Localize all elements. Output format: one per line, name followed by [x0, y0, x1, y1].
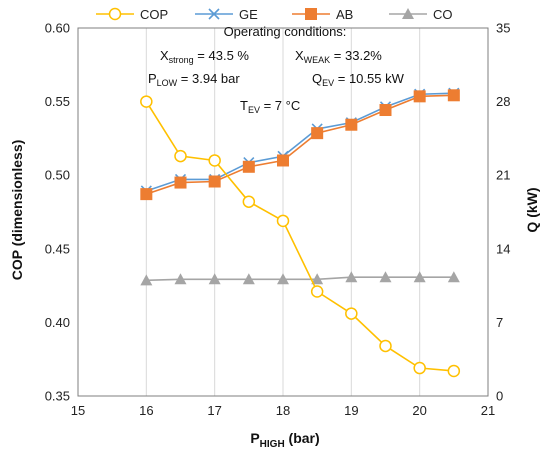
- series-co-point: [242, 273, 255, 285]
- legend-cop-label: COP: [140, 7, 168, 22]
- series-ge-line: [146, 92, 454, 192]
- tev-annotation: TEV = 7 °C: [240, 98, 300, 115]
- legend-ge-label: GE: [239, 7, 258, 22]
- legend: COP GE AB CO: [96, 7, 453, 22]
- series-co-point: [413, 271, 426, 283]
- series-co: [140, 271, 460, 286]
- legend-item-cop: COP: [96, 7, 168, 22]
- operating-conditions-title: Operating conditions:: [224, 24, 347, 39]
- legend-item-ge: GE: [195, 7, 258, 22]
- series-co-point: [311, 273, 324, 285]
- series-layer: [140, 87, 461, 378]
- y-left-tick-label: 0.40: [45, 315, 70, 330]
- plot-area-border: [77, 27, 489, 397]
- y-left-tick-label: 0.60: [45, 21, 70, 36]
- series-cop-point: [276, 214, 290, 228]
- qev-annotation: QEV = 10.55 kW: [312, 71, 405, 88]
- plow-annotation: PLOW = 3.94 bar: [148, 71, 240, 88]
- grid-layer: [145, 28, 421, 396]
- series-ab-point: [447, 89, 460, 102]
- series-cop-point: [379, 339, 392, 353]
- series-co-line: [146, 276, 454, 282]
- y-right-tick-label: 7: [496, 315, 503, 330]
- series-cop-point: [208, 154, 221, 167]
- series-cop-point: [140, 95, 153, 108]
- y-right-tick-label: 0: [496, 389, 503, 404]
- legend-item-co: CO: [389, 7, 453, 22]
- x-tick-label: 16: [139, 403, 153, 418]
- series-co-point: [447, 271, 460, 283]
- series-co-point: [345, 271, 358, 283]
- series-ab-point: [413, 90, 426, 103]
- xstrong-annotation: Xstrong = 43.5 %: [160, 48, 249, 65]
- legend-item-ab: AB: [292, 7, 353, 22]
- series-ab: [140, 89, 460, 201]
- series-cop-point: [174, 149, 187, 163]
- series-ab-point: [208, 175, 221, 188]
- x-tick-label: 19: [344, 403, 358, 418]
- x-tick-label: 21: [481, 403, 495, 418]
- legend-ab-marker: [305, 8, 317, 20]
- legend-co-marker: [402, 8, 414, 19]
- series-ab-line: [146, 94, 454, 195]
- operating-conditions: Operating conditions: Xstrong = 43.5 % X…: [148, 24, 405, 115]
- series-ab-point: [277, 154, 289, 167]
- series-ab-point: [379, 104, 392, 117]
- series-cop: [140, 95, 461, 378]
- y-left-tick-label: 0.35: [45, 389, 70, 404]
- y-left-tick-label: 0.50: [45, 168, 70, 183]
- series-co-point: [277, 273, 289, 285]
- y-right-tick-label: 35: [496, 21, 510, 36]
- axes-layer: [77, 27, 489, 397]
- series-cop-line: [145, 101, 454, 372]
- x-tick-label: 20: [412, 403, 426, 418]
- series-ab-point: [242, 160, 255, 173]
- series-co-point: [379, 271, 392, 283]
- series-cop-point: [413, 361, 426, 375]
- x-tick-label: 18: [276, 403, 290, 418]
- series-co-point: [140, 274, 153, 286]
- y-right-tick-label: 14: [496, 241, 510, 256]
- series-cop-point: [242, 195, 256, 208]
- y-right-tick-label: 21: [496, 168, 510, 183]
- legend-cop-marker: [108, 7, 122, 21]
- series-cop-point: [447, 364, 461, 378]
- y-right-tick-label: 28: [496, 94, 510, 109]
- x-axis-title: PHIGH (bar): [250, 430, 319, 450]
- series-cop-point: [345, 307, 358, 320]
- series-co-point: [174, 273, 187, 285]
- series-ab-point: [174, 176, 187, 189]
- legend-ge-marker: [208, 8, 220, 20]
- ticks-layer: 15 16 17 18 19 20 21 0.35 0.40 0.45 0.50 0.55 0.60 0 7…: [45, 21, 511, 419]
- y-axis-right-title: Q (kW): [524, 187, 540, 232]
- series-ab-point: [345, 118, 358, 131]
- y-axis-left-title: COP (dimensionless): [9, 140, 25, 281]
- series-co-point: [208, 273, 221, 285]
- series-ab-point: [311, 127, 324, 140]
- y-left-tick-label: 0.55: [45, 94, 70, 109]
- series-cop-point: [310, 285, 324, 298]
- y-left-tick-label: 0.45: [45, 241, 70, 256]
- xweak-annotation: XWEAK = 33.2%: [295, 48, 382, 65]
- legend-ab-label: AB: [336, 7, 353, 22]
- legend-co-label: CO: [433, 7, 453, 22]
- x-tick-label: 15: [71, 403, 85, 418]
- x-tick-label: 17: [207, 403, 221, 418]
- series-ab-point: [140, 188, 153, 201]
